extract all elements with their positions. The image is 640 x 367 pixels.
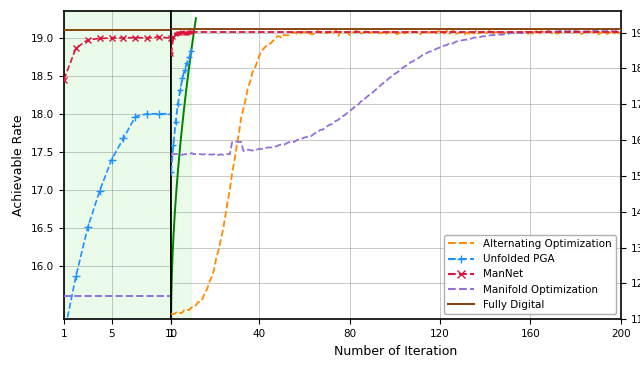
Y-axis label: Achievable Rate: Achievable Rate bbox=[12, 115, 26, 216]
Bar bbox=[171, 11, 191, 319]
Legend: Alternating Optimization, Unfolded PGA, ManNet, Manifold Optimization, Fully Dig: Alternating Optimization, Unfolded PGA, … bbox=[444, 235, 616, 314]
Bar bbox=[64, 11, 171, 319]
X-axis label: Number of Iteration: Number of Iteration bbox=[334, 345, 458, 357]
